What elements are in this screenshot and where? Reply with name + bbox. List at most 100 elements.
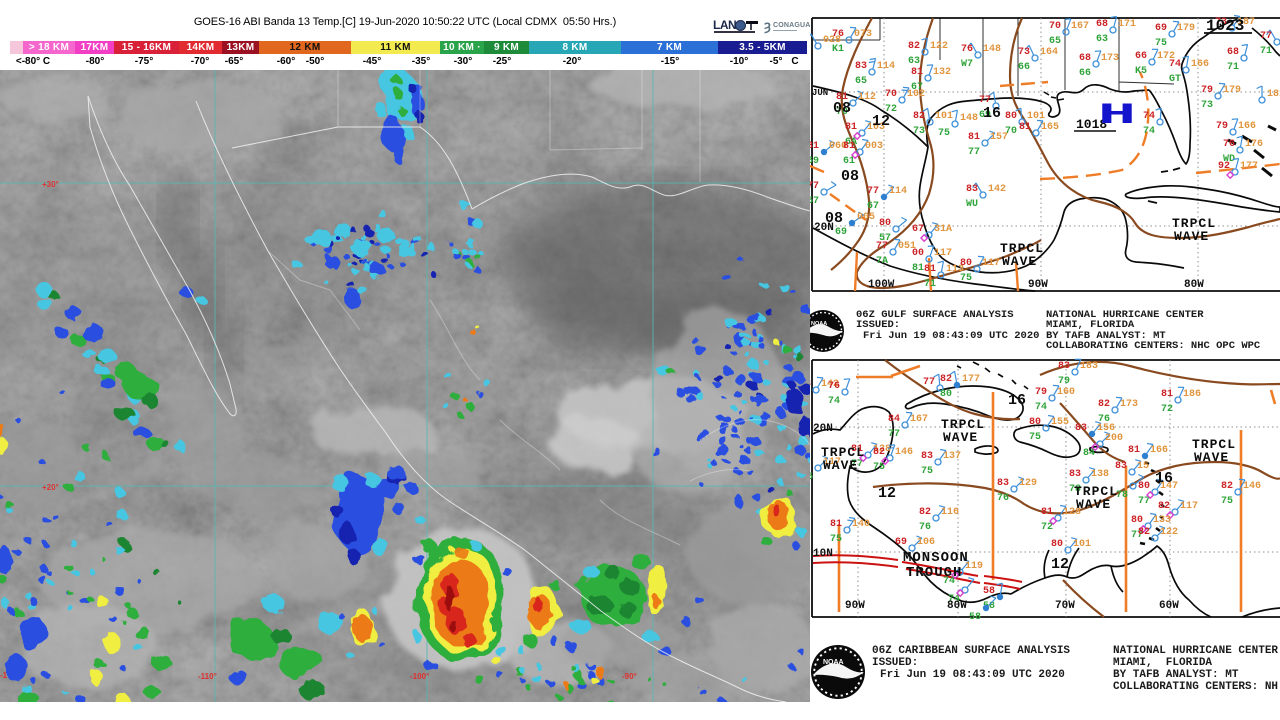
svg-text:73: 73 [1201,100,1213,111]
svg-text:-110°: -110° [198,672,217,681]
svg-text:166: 166 [1238,121,1256,132]
svg-text:073: 073 [854,29,872,40]
svg-text:NOAA: NOAA [823,659,844,666]
svg-text:WAVE: WAVE [823,458,858,473]
svg-text:165: 165 [1041,122,1059,133]
svg-text:128: 128 [1063,507,1081,518]
svg-text:133: 133 [1153,515,1171,526]
svg-text:83: 83 [855,61,867,72]
svg-text:69: 69 [895,537,907,548]
svg-text:TRPCL: TRPCL [821,445,865,460]
svg-text:WAVE: WAVE [1076,497,1111,512]
svg-text:167: 167 [910,414,928,425]
svg-text:137: 137 [943,451,961,462]
svg-text:31A: 31A [934,224,952,235]
svg-text:-90°: -90° [622,672,637,681]
svg-text:81: 81 [830,519,842,530]
svg-text:08: 08 [841,168,859,185]
svg-text:-1: -1 [0,671,8,680]
svg-text:81: 81 [836,92,848,103]
svg-text:82: 82 [908,41,920,52]
svg-text:83: 83 [1115,461,1127,472]
svg-text:200: 200 [1105,433,1123,444]
svg-text:142: 142 [821,379,839,390]
svg-text:71: 71 [1260,46,1272,57]
svg-text:167: 167 [1071,21,1089,32]
svg-text:164: 164 [1040,47,1058,58]
svg-text:92: 92 [1218,161,1230,172]
svg-text:69: 69 [835,227,847,238]
svg-text:81: 81 [912,263,924,274]
svg-text:MIAMI, FLORIDA: MIAMI, FLORIDA [1113,657,1212,669]
svg-text:117: 117 [982,258,1000,269]
svg-text:1023: 1023 [1206,17,1244,35]
svg-text:82: 82 [873,447,885,458]
svg-text:74: 74 [1035,402,1047,413]
svg-text:WAVE: WAVE [1002,254,1037,269]
svg-text:65: 65 [1049,36,1061,47]
svg-text:70: 70 [885,89,897,100]
svg-text:77: 77 [1260,31,1272,42]
svg-text:67: 67 [867,201,879,212]
svg-text:117: 117 [1180,501,1198,512]
svg-text:00: 00 [912,248,924,259]
svg-text:74: 74 [1143,126,1155,137]
svg-text:77: 77 [851,459,863,470]
svg-text:65: 65 [855,76,867,87]
svg-text:68: 68 [1096,19,1108,30]
svg-text:12: 12 [872,113,890,130]
svg-text:1018: 1018 [1076,117,1107,132]
svg-text:WU: WU [966,199,978,210]
svg-text:75: 75 [873,462,885,473]
svg-text:75: 75 [921,466,933,477]
svg-text:Fri Jun 19 08:43:09 UTC 2020: Fri Jun 19 08:43:09 UTC 2020 [863,330,1039,342]
svg-text:116: 116 [941,507,959,518]
svg-text:TRPCL: TRPCL [1000,241,1044,256]
svg-text:+30°: +30° [42,180,59,189]
svg-text:10N: 10N [813,548,833,560]
svg-text:58: 58 [983,601,995,612]
svg-text:76: 76 [919,522,931,533]
svg-text:77: 77 [979,95,991,106]
svg-text:73: 73 [1018,47,1030,58]
svg-text:179: 179 [1223,85,1241,96]
svg-text:MIAMI, FLORIDA: MIAMI, FLORIDA [1046,319,1135,331]
svg-text:MONSOON: MONSOON [903,550,969,566]
svg-text:16: 16 [1155,470,1173,487]
svg-text:76: 76 [828,381,840,392]
svg-text:72: 72 [1161,404,1173,415]
svg-text:81: 81 [968,132,980,143]
svg-text:77: 77 [1138,496,1150,507]
svg-text:ISSUED:: ISSUED: [872,657,918,669]
svg-text:83: 83 [966,184,978,195]
svg-text:79: 79 [1035,387,1047,398]
svg-text:20N: 20N [813,423,833,435]
svg-text:71: 71 [1227,62,1239,73]
svg-text:76: 76 [1223,139,1235,150]
svg-text:75: 75 [1221,496,1233,507]
svg-text:90W: 90W [1028,279,1048,291]
svg-text:74: 74 [1169,59,1181,70]
svg-text:H: H [1098,99,1136,133]
svg-text:68: 68 [1227,47,1239,58]
svg-text:101: 101 [1073,539,1091,550]
svg-text:63: 63 [1096,34,1108,45]
svg-text:73: 73 [1215,17,1227,28]
svg-text:78: 78 [1069,484,1081,495]
svg-text:7A: 7A [876,256,888,267]
svg-text:60W: 60W [1159,600,1179,612]
svg-text:155: 155 [1051,417,1069,428]
svg-text:74: 74 [948,594,960,605]
svg-text:80: 80 [1138,481,1150,492]
svg-text:81: 81 [845,122,857,133]
svg-text:177: 177 [962,374,980,385]
svg-text:WD: WD [1223,154,1235,165]
svg-text:JUN: JUN [812,88,828,98]
svg-text:122: 122 [1160,527,1178,538]
svg-text:106: 106 [917,537,935,548]
svg-text:12: 12 [1051,556,1069,573]
svg-text:82: 82 [1221,481,1233,492]
svg-text:112: 112 [858,92,876,103]
svg-text:63: 63 [908,56,920,67]
svg-text:183: 183 [1080,361,1098,372]
